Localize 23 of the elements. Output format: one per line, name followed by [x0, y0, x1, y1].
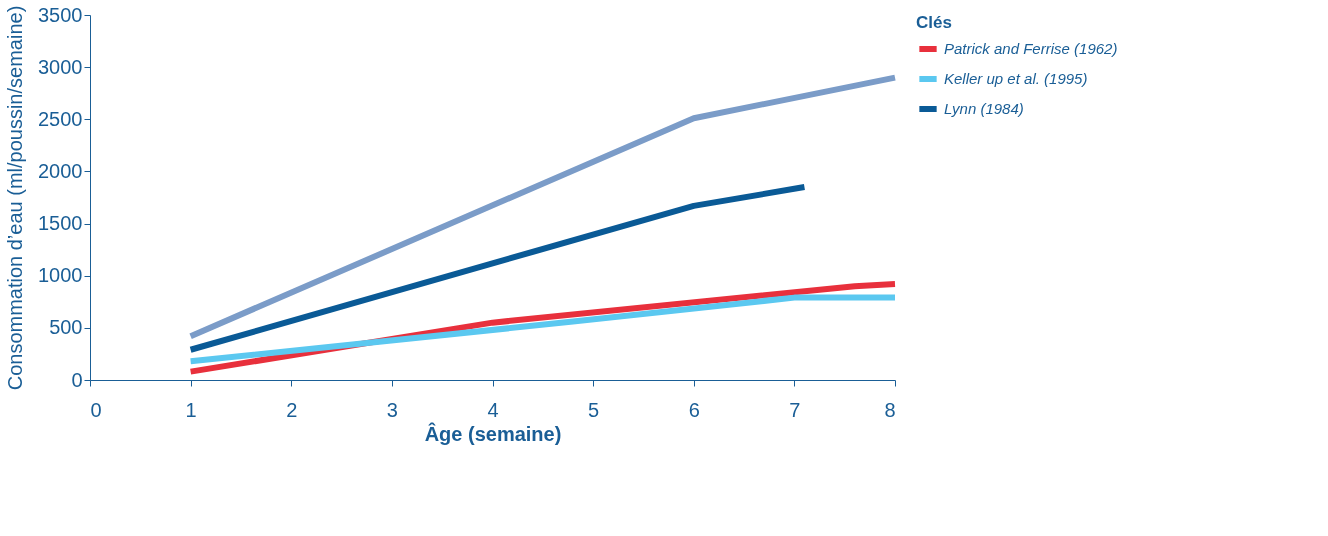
y-tick-label: 3000: [38, 55, 83, 78]
x-axis-title: Âge (semaine): [424, 421, 562, 445]
x-tick-label: 2: [286, 398, 298, 421]
y-tick-label: 2000: [38, 159, 83, 182]
x-tick-label: 3: [386, 398, 398, 421]
y-tick-label: 0: [71, 368, 83, 391]
y-tick-label: 1000: [38, 264, 83, 287]
y-tick-label: 2500: [38, 107, 83, 130]
y-tick-label: 1500: [38, 212, 83, 235]
legend-label: Keller up et al. (1995): [944, 70, 1088, 87]
legend-label: Patrick and Ferrise (1962): [944, 40, 1118, 57]
x-tick-label: 7: [789, 398, 801, 421]
x-tick-label: 6: [688, 398, 700, 421]
legend-title: Clés: [916, 13, 952, 32]
x-tick-label: 1: [185, 398, 197, 421]
y-tick-label: 500: [49, 316, 83, 339]
y-tick-label: 3500: [38, 3, 83, 26]
x-tick-label: 0: [90, 398, 102, 421]
x-tick-label: 5: [588, 398, 600, 421]
y-axis-title: Consommation d’eau (ml/poussin/semaine): [4, 5, 27, 391]
x-tick-label: 4: [487, 398, 499, 421]
x-tick-label: 8: [884, 398, 896, 421]
legend-label: Lynn (1984): [944, 100, 1024, 117]
